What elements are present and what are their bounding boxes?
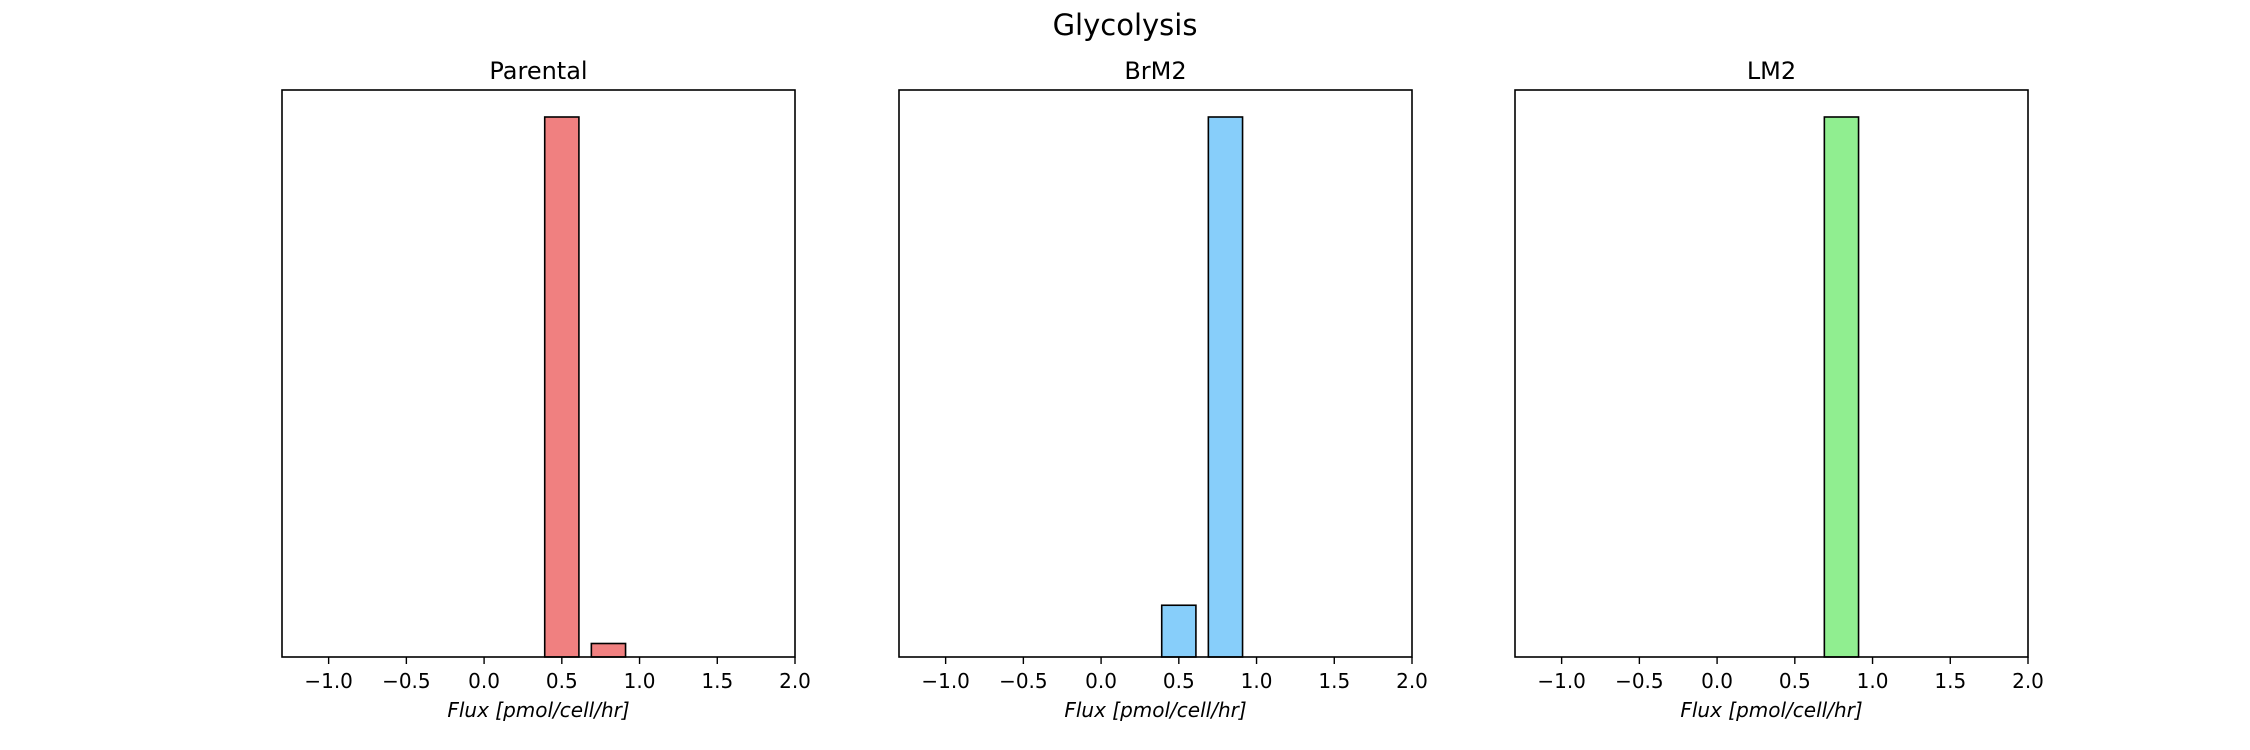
chart-panel-parental: −1.0 −0.5 0.0 0.5 1.0 1.5 2.0 Parental Flux [pmo… <box>281 57 811 722</box>
x-axis-label: Flux [pmol/cell/hr] <box>447 698 629 722</box>
x-tick-label: 0.0 <box>468 669 500 693</box>
x-axis-label: Flux [pmol/cell/hr] <box>1064 698 1246 722</box>
histogram-bar <box>1160 604 1197 658</box>
x-tick-label: 2.0 <box>1396 669 1428 693</box>
x-tick-label: 0.5 <box>546 669 578 693</box>
x-tick-label: 1.0 <box>624 669 656 693</box>
x-tick-label: 0.5 <box>1779 669 1811 693</box>
chart-panel-lm2: −1.0 −0.5 0.0 0.5 1.0 1.5 2.0 LM2 Flux [pmol/cel… <box>1514 57 2044 722</box>
figure-title: Glycolysis <box>1052 8 1198 42</box>
histogram-bar <box>543 116 580 658</box>
panel-title: Parental <box>489 57 587 85</box>
axes-frame <box>1514 89 2029 658</box>
x-tick-label: 0.0 <box>1085 669 1117 693</box>
histogram-bar <box>1823 116 1860 658</box>
panel-title: BrM2 <box>1124 57 1186 85</box>
axes-frame <box>898 89 1413 658</box>
axes-frame <box>281 89 796 658</box>
x-tick-label: 0.0 <box>1701 669 1733 693</box>
x-axis-label: Flux [pmol/cell/hr] <box>1680 698 1862 722</box>
x-tick-label: −0.5 <box>999 669 1048 693</box>
x-tick-label: 1.0 <box>1241 669 1273 693</box>
x-tick-label: −0.5 <box>1615 669 1664 693</box>
panel-title: LM2 <box>1747 57 1796 85</box>
x-tick-label: 1.0 <box>1857 669 1889 693</box>
x-tick-label: −1.0 <box>921 669 970 693</box>
histogram-bar <box>1207 116 1244 658</box>
x-tick-label: 1.5 <box>701 669 733 693</box>
histogram-bar <box>590 642 627 658</box>
x-tick-label: 2.0 <box>2012 669 2044 693</box>
x-tick-label: 0.5 <box>1163 669 1195 693</box>
x-tick-label: 1.5 <box>1934 669 1966 693</box>
x-tick-label: −0.5 <box>382 669 431 693</box>
chart-panel-brm2: −1.0 −0.5 0.0 0.5 1.0 1.5 2.0 BrM2 Flux [pmol/ce… <box>898 57 1428 722</box>
x-tick-label: −1.0 <box>1537 669 1586 693</box>
x-tick-label: 1.5 <box>1318 669 1350 693</box>
x-tick-label: −1.0 <box>304 669 353 693</box>
x-tick-label: 2.0 <box>779 669 811 693</box>
